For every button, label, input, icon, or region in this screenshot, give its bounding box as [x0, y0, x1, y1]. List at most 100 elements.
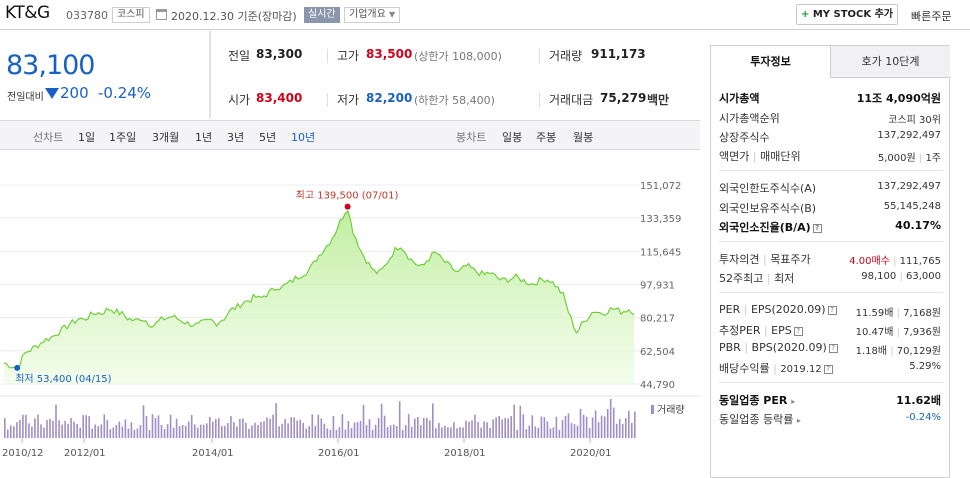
volume-bar	[248, 428, 250, 438]
volume-bar	[37, 414, 39, 438]
volume-bar	[453, 422, 455, 438]
volume-bar	[631, 422, 633, 438]
divider	[719, 170, 943, 171]
volume-bar	[588, 428, 591, 438]
tab-invest-info[interactable]: 투자정보	[711, 46, 830, 78]
volume-bar	[272, 414, 274, 438]
stock-code: 033780	[66, 9, 108, 22]
x-tick-label: 2016/01	[318, 448, 360, 459]
volume-bar	[112, 427, 115, 438]
prev-close-label: 전일	[228, 49, 251, 63]
period-tab-10y[interactable]: 10년	[291, 131, 316, 144]
help-icon[interactable]: ?	[823, 364, 833, 374]
quick-order-link[interactable]: 빠른주문	[911, 10, 952, 23]
volume-bar	[166, 424, 169, 438]
volume-bar	[356, 422, 359, 438]
sector-per-value: 11.62배	[896, 394, 941, 407]
tab-order-book[interactable]: 호가 10단계	[830, 46, 950, 78]
x-tick-label: 2018/01	[444, 448, 486, 459]
period-tab-1w[interactable]: 1주일	[109, 131, 137, 144]
divider	[719, 382, 943, 383]
volume-bar	[528, 425, 531, 438]
period-tab-5y[interactable]: 5년	[259, 131, 277, 144]
est-per-label: 추정PER	[719, 324, 761, 337]
price-line	[3, 210, 635, 369]
est-eps-label: EPS	[771, 324, 792, 337]
volume-bar	[266, 417, 268, 438]
foreign-limit-value: 137,292,497	[877, 181, 941, 192]
amount-unit: 백만	[647, 93, 670, 107]
volume-bar	[362, 404, 365, 438]
volume-bar	[386, 427, 389, 438]
amount-value: 75,279	[600, 91, 647, 105]
add-my-stock-button[interactable]: + MY STOCK 추가	[796, 4, 898, 25]
volume-bar	[16, 422, 18, 438]
period-tab-3y[interactable]: 3년	[227, 131, 245, 144]
volume-bar	[576, 425, 579, 438]
open-label: 시가	[228, 93, 251, 107]
volume-bar	[344, 429, 347, 438]
y-tick-label: 151,072	[640, 181, 681, 192]
volume-bar	[34, 418, 36, 438]
company-name: KT&G	[5, 3, 50, 23]
volume-value: 911,173	[591, 47, 646, 61]
realtime-button[interactable]: 실시간	[304, 7, 340, 23]
per-row-value: 11.59배 | 7,168원	[855, 308, 941, 319]
x-axis: 2010/12 2012/01 2014/01 2016/01 2018/01 2020/…	[2, 438, 612, 459]
volume-bar	[392, 424, 395, 438]
volume-bar	[61, 424, 63, 438]
volume-bar	[335, 429, 338, 438]
volume-bar	[121, 426, 124, 438]
volume-bar	[326, 428, 329, 438]
divider	[327, 49, 328, 63]
volume-bar	[510, 416, 512, 438]
help-icon[interactable]: ?	[812, 223, 822, 233]
volume-bar	[380, 403, 383, 438]
volume-bar	[76, 423, 78, 438]
volume-bar	[374, 424, 377, 438]
candle-tab-weekly[interactable]: 주봉	[536, 131, 557, 144]
caret-right-icon[interactable]: ▸	[791, 397, 796, 406]
help-icon[interactable]: ?	[793, 326, 803, 336]
period-tab-1y[interactable]: 1년	[195, 131, 213, 144]
week52-row-label: 52주최고 | 최저	[719, 272, 795, 285]
market-cap-rank-value: 코스피 30위	[888, 115, 941, 126]
candle-tab-daily[interactable]: 일봉	[502, 131, 523, 144]
volume-bar	[350, 428, 353, 438]
est-per-row-value: 10.47배 | 7,936원	[855, 327, 941, 338]
period-tab-1d[interactable]: 1일	[78, 131, 96, 144]
week52-low-label: 최저	[774, 272, 795, 285]
volume-bar	[420, 425, 422, 438]
volume-bar	[157, 415, 160, 438]
help-icon[interactable]: ?	[827, 305, 837, 315]
foreign-ratio-value: 40.17%	[895, 219, 941, 232]
help-icon[interactable]: ?	[828, 343, 838, 353]
volume-bar	[429, 420, 431, 438]
down-arrow-icon	[45, 88, 59, 99]
volume-bar	[269, 418, 271, 438]
volume-bar	[609, 399, 612, 438]
volume-bar	[67, 423, 69, 438]
opinion-label: 투자의견	[719, 253, 760, 266]
dividend-row-label: 배당수익률 | 2019.12?	[719, 360, 833, 376]
opinion-value: 4.00매수	[849, 256, 890, 267]
candle-tab-monthly[interactable]: 월봉	[573, 131, 594, 144]
volume-bar	[242, 418, 244, 438]
volume-bar	[236, 426, 238, 438]
volume-bar	[504, 418, 506, 438]
volume-bar	[450, 427, 452, 438]
volume-bar	[172, 427, 175, 438]
low-value: 82,200	[366, 91, 413, 105]
open-value: 83,400	[256, 91, 303, 105]
sector-per-label: 동일업종 PER	[719, 394, 788, 407]
volume-bar	[552, 427, 555, 438]
market-cap-label: 시가총액	[719, 92, 760, 105]
volume-bar	[564, 416, 567, 438]
company-overview-dropdown[interactable]: 기업개요 ▼	[344, 7, 401, 23]
volume-bar	[603, 416, 606, 438]
volume-bar	[212, 421, 214, 438]
week52-high-value: 98,100	[861, 271, 897, 282]
caret-right-icon[interactable]: ▸	[796, 416, 801, 425]
period-tab-3m[interactable]: 3개월	[152, 131, 180, 144]
line-chart-label: 선차트	[33, 131, 64, 144]
